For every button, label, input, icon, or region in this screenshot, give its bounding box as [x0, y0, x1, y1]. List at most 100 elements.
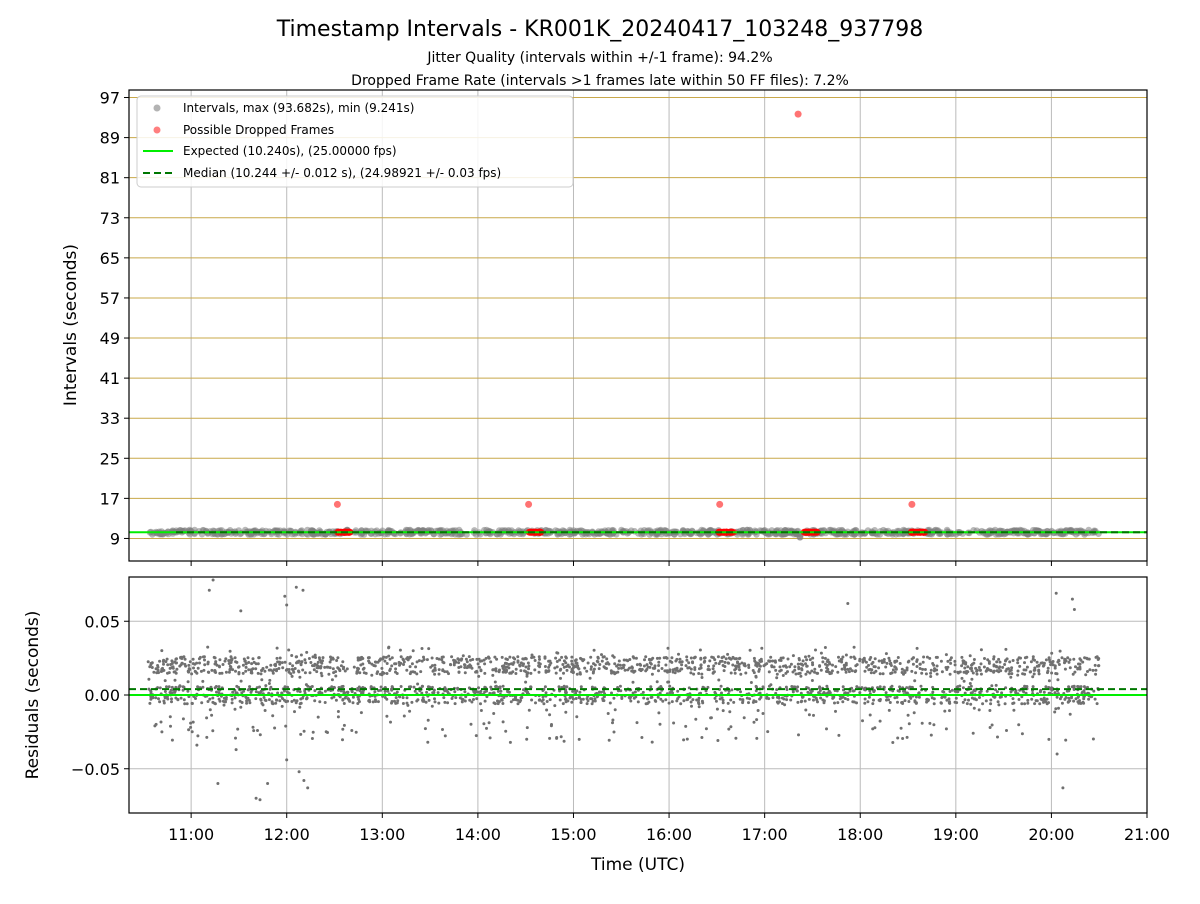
residual-point [1044, 658, 1048, 662]
residual-point [538, 662, 542, 666]
residual-point [181, 717, 185, 721]
residual-point [989, 669, 993, 673]
residual-point [592, 648, 596, 652]
x-tick-label: 16:00 [646, 825, 692, 844]
residual-point [791, 670, 795, 674]
residual-point [778, 658, 781, 662]
residual-point [401, 696, 405, 700]
residual-point [893, 696, 897, 700]
residual-point [554, 671, 558, 675]
residual-point [553, 704, 557, 708]
residual-point [819, 668, 823, 672]
residual-point [947, 701, 951, 705]
residual-point [774, 668, 778, 672]
residual-point [280, 661, 284, 665]
residual-point [1097, 664, 1101, 668]
residual-point [237, 672, 241, 676]
residual-point [411, 670, 415, 674]
residual-point [170, 666, 174, 670]
residual-point [987, 661, 991, 665]
residual-point [877, 666, 881, 670]
residual-point [867, 695, 871, 699]
x-tick-label: 15:00 [550, 825, 596, 844]
residual-point [767, 697, 771, 701]
residual-point [271, 671, 275, 675]
residual-point [341, 727, 345, 731]
residual-point [873, 657, 877, 661]
residual-point [304, 683, 308, 687]
residual-point [729, 698, 733, 702]
residual-point [312, 668, 316, 672]
residual-point [889, 672, 893, 675]
residual-point [712, 670, 716, 674]
residual-point [506, 690, 510, 694]
residual-point [658, 691, 662, 695]
residual-point [597, 667, 601, 671]
residual-point [1068, 712, 1072, 716]
residual-point [995, 665, 999, 669]
residual-point [990, 723, 994, 727]
residual-point [196, 666, 200, 670]
top-y-tick-label: 33 [100, 409, 120, 428]
residual-point [301, 668, 305, 672]
x-tick-label: 18:00 [837, 825, 883, 844]
residual-point [670, 660, 674, 664]
residual-point [607, 738, 611, 742]
residual-point [245, 701, 249, 705]
residual-point [303, 658, 307, 662]
residual-point [474, 734, 478, 738]
residual-point [954, 696, 958, 700]
residual-point [889, 664, 893, 667]
residual-point [345, 667, 349, 671]
residual-point [351, 701, 355, 705]
residual-outlier-point [216, 782, 220, 785]
residual-point [731, 663, 735, 667]
residual-point [1039, 697, 1043, 701]
residual-point [606, 712, 610, 715]
residual-point [234, 736, 237, 740]
residual-point [233, 696, 237, 700]
residual-point [422, 655, 425, 659]
top-y-tick-label: 81 [100, 169, 120, 188]
residual-point [898, 685, 902, 689]
residual-point [841, 655, 845, 659]
residual-point [390, 701, 393, 705]
residual-point [664, 663, 668, 667]
top-points [129, 110, 1147, 541]
residual-point [610, 691, 613, 695]
residual-point [533, 668, 537, 672]
residual-point [998, 665, 1002, 669]
residual-point [1004, 647, 1008, 651]
residual-point [884, 691, 888, 695]
residual-point [757, 662, 761, 666]
residual-point [287, 648, 291, 652]
residual-point [577, 696, 581, 700]
residual-point [730, 688, 734, 692]
residual-point [990, 684, 994, 688]
residual-point [385, 662, 389, 665]
residual-point [286, 699, 290, 703]
residual-point [267, 668, 271, 672]
residual-point [146, 660, 150, 664]
residual-point [918, 662, 922, 666]
residual-point [978, 696, 981, 699]
residual-point [290, 700, 294, 703]
residual-outlier-point [211, 578, 215, 582]
residual-point [318, 700, 322, 704]
residual-point [545, 708, 549, 712]
residual-point [714, 699, 718, 703]
residual-point [785, 688, 789, 691]
residual-point [682, 738, 686, 742]
residual-point [948, 690, 952, 693]
bottom-y-axis-label: Residuals (seconds) [23, 611, 43, 780]
residual-point [364, 671, 368, 675]
residual-point [555, 665, 559, 669]
residual-point [494, 685, 498, 689]
residual-point [433, 668, 437, 672]
residual-point [280, 691, 284, 695]
residual-point [687, 661, 691, 665]
residual-point [373, 698, 377, 702]
legend: Intervals, max (93.682s), min (9.241s) P… [136, 95, 574, 188]
residual-point [975, 669, 979, 673]
residual-point [341, 738, 344, 742]
